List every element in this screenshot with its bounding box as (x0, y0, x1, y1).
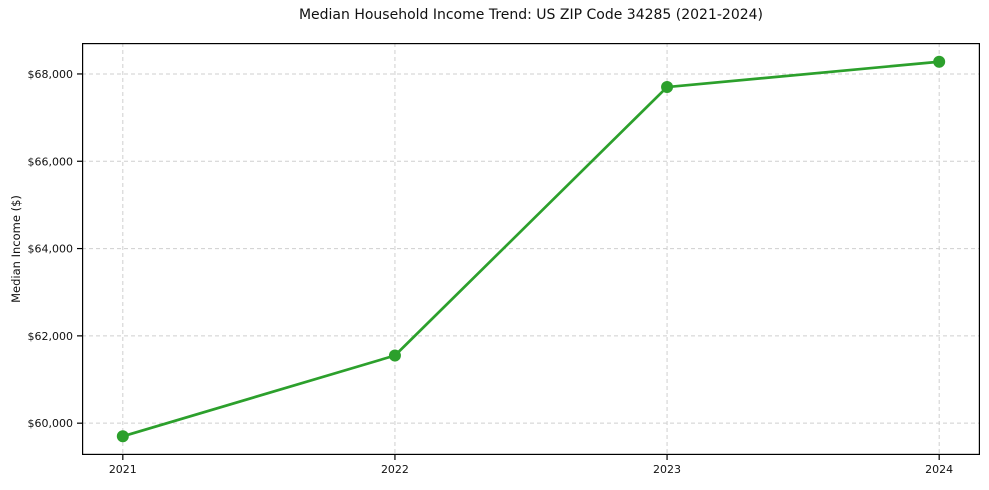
plot-svg: 2021 2022 2023 2024 $60,000 $62,000 $64,000 $66… (28, 43, 980, 476)
y-tick-label: $64,000 (28, 243, 74, 256)
data-point (388, 349, 401, 362)
plot-border (82, 43, 980, 455)
x-tick-label: 2024 (925, 463, 953, 476)
y-tick-label: $68,000 (28, 68, 74, 81)
x-tick-label: 2021 (109, 463, 137, 476)
data-point (661, 81, 674, 94)
x-tick-label: 2022 (381, 463, 409, 476)
chart-title: Median Household Income Trend: US ZIP Co… (298, 7, 764, 23)
plot-area: 2021 2022 2023 2024 $60,000 $62,000 $64,000 $66… (28, 43, 980, 476)
y-axis-label: Median Income ($) (9, 195, 23, 303)
data-point (116, 430, 129, 443)
data-point (933, 55, 946, 68)
y-tick-label: $60,000 (28, 417, 74, 430)
y-tick-label: $66,000 (28, 155, 74, 168)
y-tick-label: $62,000 (28, 330, 74, 343)
trend-line (121, 60, 941, 438)
x-tick-label: 2023 (653, 463, 681, 476)
